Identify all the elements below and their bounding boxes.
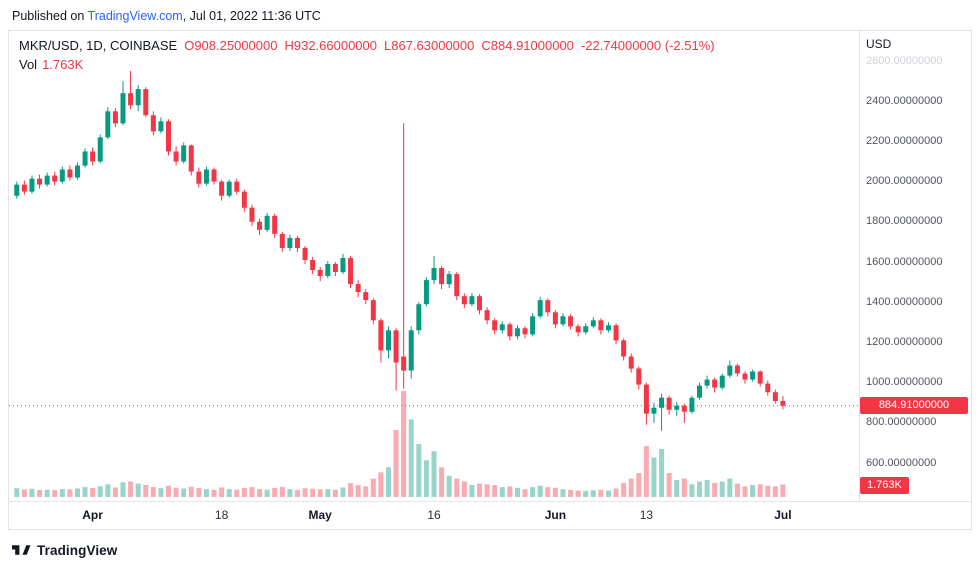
price-axis-label: 2400.00000000 <box>866 94 943 107</box>
tradingview-logo-icon[interactable] <box>12 543 31 558</box>
volume-label: Vol <box>19 57 38 72</box>
change-value: -22.74000000 (-2.51%) <box>580 38 715 53</box>
ohlc-item: O908.25000000 <box>184 38 278 53</box>
price-axis-label: 1600.00000000 <box>866 255 943 268</box>
time-axis-label: Jul <box>774 508 792 522</box>
last-price-badge: 884.91000000 <box>860 397 968 415</box>
ohlc-item: L867.63000000 <box>384 38 475 53</box>
volume-value: 1.763K <box>42 57 84 72</box>
price-axis-label: 600.00000000 <box>866 456 937 469</box>
axis-currency-label: USD <box>866 37 892 51</box>
symbol-title: MKR/USD, 1D, COINBASE <box>19 38 178 53</box>
ohlc-item: H932.66000000 <box>284 38 377 53</box>
ohlc-values: O908.25000000 H932.66000000 L867.63000000 C… <box>177 38 574 53</box>
footer: TradingView <box>12 543 980 558</box>
tradingview-logo-text[interactable]: TradingView <box>37 543 118 558</box>
price-axis-label: 2200.00000000 <box>866 134 943 147</box>
price-axis-label: 1200.00000000 <box>866 335 943 348</box>
time-axis-label: Jun <box>544 508 567 522</box>
price-axis-label: 2600.00000000 <box>866 54 943 67</box>
pane-header: MKR/USD, 1D, COINBASE O908.25000000 H932.6… <box>19 38 715 73</box>
time-axis-label: 18 <box>214 508 229 522</box>
price-axis-label: 2000.00000000 <box>866 175 943 188</box>
published-prefix: Published on <box>12 9 88 23</box>
price-axis-label: 1400.00000000 <box>866 295 943 308</box>
ohlc-item: C884.91000000 <box>481 38 574 53</box>
price-axis-label: 1800.00000000 <box>866 215 943 228</box>
time-axis-label: 13 <box>639 508 654 522</box>
candlestick-chart[interactable] <box>9 31 971 529</box>
price-axis-label: 800.00000000 <box>866 416 937 429</box>
time-axis-label: May <box>308 508 332 522</box>
candles-layer <box>14 71 786 431</box>
tradingview-link[interactable]: TradingView.com <box>87 9 183 23</box>
chart-panel: MKR/USD, 1D, COINBASE O908.25000000 H932.6… <box>8 30 972 530</box>
price-axis-label: 1000.00000000 <box>866 376 943 389</box>
time-axis-label: 16 <box>427 508 441 522</box>
published-bar: Published on TradingView.com, Jul 01, 20… <box>0 0 980 30</box>
volume-layer <box>14 391 786 497</box>
time-axis-label: Apr <box>82 508 103 522</box>
published-suffix: , Jul 01, 2022 11:36 UTC <box>182 9 321 23</box>
volume-badge: 1.763K <box>860 476 909 494</box>
